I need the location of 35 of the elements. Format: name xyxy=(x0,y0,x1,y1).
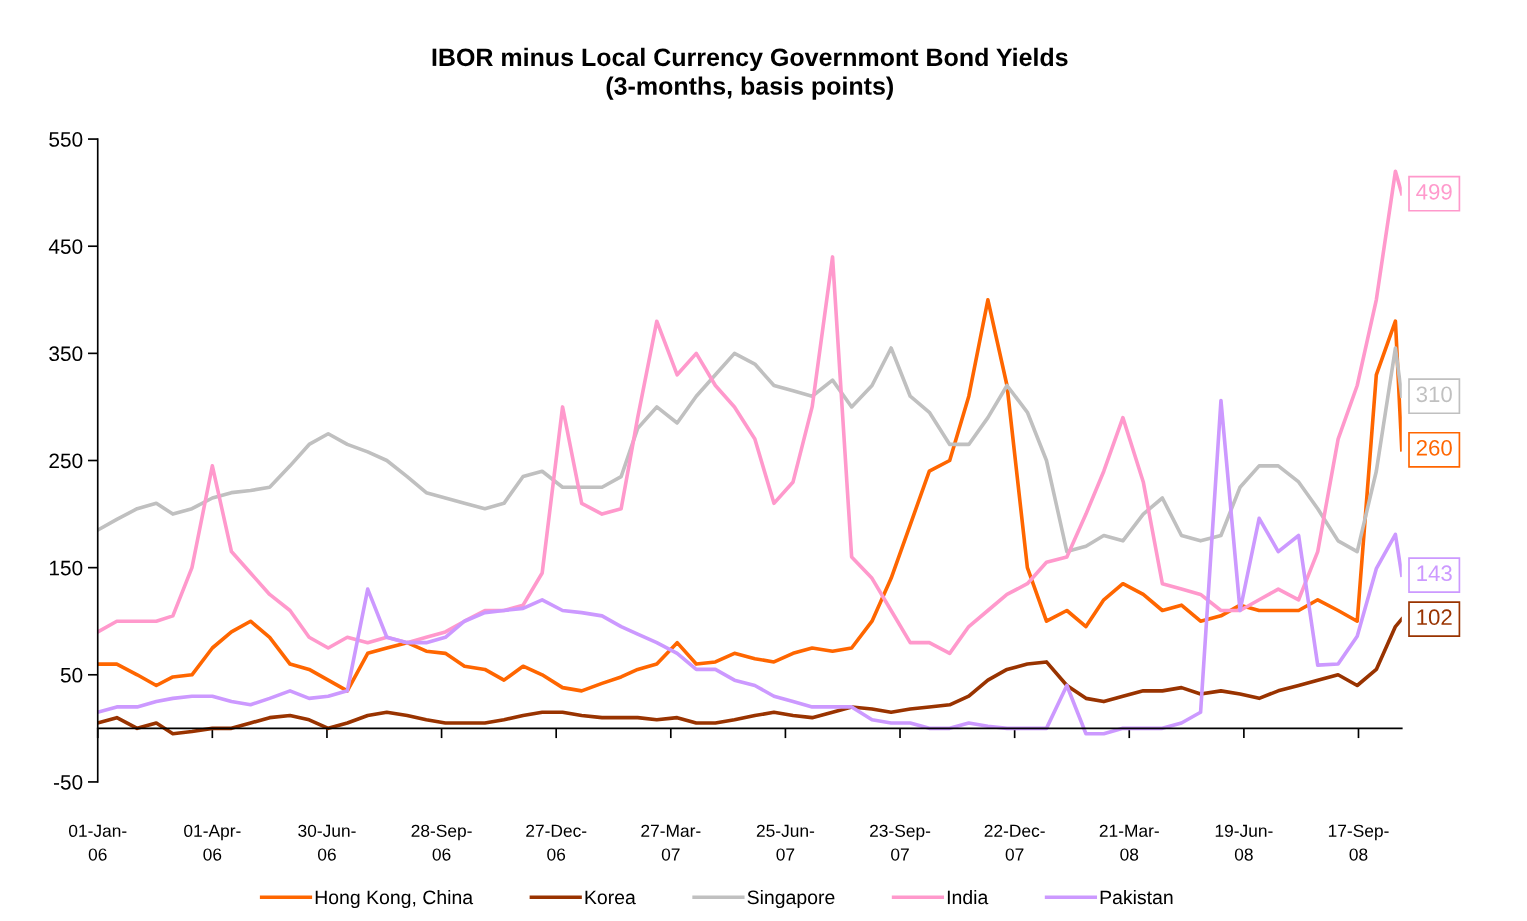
line-series xyxy=(97,346,1402,554)
legend-label: India xyxy=(947,889,989,905)
y-tick-label: -50 xyxy=(53,774,83,790)
legend-label: Singapore xyxy=(747,889,835,909)
annotation: 143 xyxy=(1417,565,1452,582)
line-series xyxy=(97,617,1402,736)
annotation: 310 xyxy=(1416,386,1452,403)
x-tick-label: 30-Jun- 06 xyxy=(298,824,356,861)
legend-label: Pakistan xyxy=(1100,889,1173,905)
y-tick-label: 550 xyxy=(49,132,83,147)
annotation: 260 xyxy=(1416,440,1452,456)
line-series xyxy=(97,297,1402,693)
annotation: 499 xyxy=(1416,183,1452,200)
y-tick-label: 250 xyxy=(49,453,83,469)
x-tick-label: 22-Dec- 07 xyxy=(984,824,1045,861)
chart-title: IBOR minus Local Currency Governmont Bond Yields (3-months, basis points) xyxy=(432,47,1068,100)
y-tick-label: 150 xyxy=(49,560,83,576)
x-tick-label: 27-Mar- 07 xyxy=(641,824,701,861)
legend-label: Hong Kong, China xyxy=(315,889,474,909)
x-tick-label: 17-Sep- 08 xyxy=(1328,824,1389,861)
x-tick-label: 23-Sep- 07 xyxy=(870,824,931,861)
x-tick-label: 27-Dec- 06 xyxy=(526,824,587,861)
x-tick-label: 19-Jun- 08 xyxy=(1215,824,1273,861)
y-tick-label: 350 xyxy=(49,346,83,362)
x-tick-label: 28-Sep- 06 xyxy=(411,824,472,861)
x-tick-label: 01-Jan- 06 xyxy=(68,824,127,861)
line-series xyxy=(97,398,1402,736)
y-tick-label: 50 xyxy=(60,667,83,683)
line-series xyxy=(97,169,1402,656)
legend-label: Korea xyxy=(585,890,636,905)
y-tick-label: 450 xyxy=(48,239,83,254)
x-tick-label: 25-Jun- 07 xyxy=(756,824,815,861)
annotation: 102 xyxy=(1417,609,1452,626)
x-tick-label: 01-Apr- 06 xyxy=(184,824,241,861)
x-tick-label: 21-Mar- 08 xyxy=(1099,824,1159,861)
